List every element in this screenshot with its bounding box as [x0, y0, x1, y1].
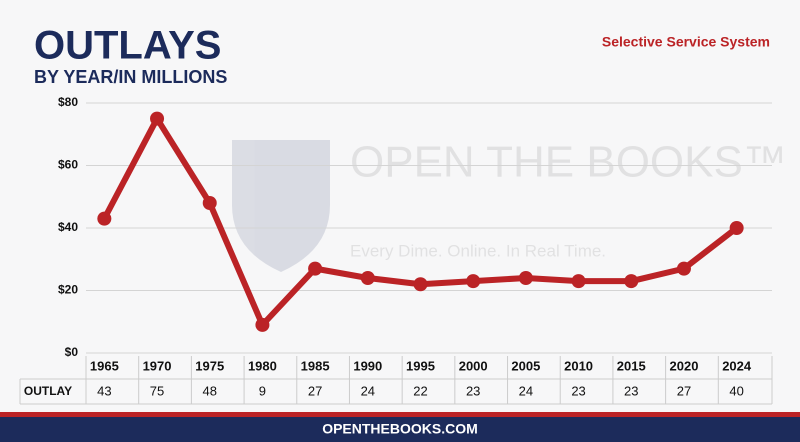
point: [571, 274, 586, 289]
agency-label: Selective Service System: [602, 34, 770, 50]
footer-stripe: [0, 412, 800, 417]
chart-subtitle: BY YEAR/IN MILLIONS: [34, 67, 227, 87]
x-tick-label: 2015: [617, 358, 646, 373]
table-value: 40: [729, 383, 743, 398]
x-tick-label: 2024: [722, 358, 752, 373]
table-value: 23: [624, 383, 638, 398]
table-value: 23: [466, 383, 480, 398]
y-tick-label: $0: [65, 345, 79, 359]
table-value: 22: [413, 383, 427, 398]
point: [624, 274, 639, 289]
watermark-tagline: Every Dime. Online. In Real Time.: [350, 241, 606, 260]
point: [202, 196, 217, 210]
y-tick-label: $20: [58, 283, 78, 297]
table-value: 27: [677, 383, 691, 398]
footer-bar: [0, 417, 800, 442]
y-tick-label: $60: [58, 158, 78, 172]
point: [255, 317, 270, 332]
x-tick-label: 1985: [301, 358, 330, 373]
point: [518, 271, 533, 285]
point: [466, 274, 481, 289]
point: [150, 111, 165, 126]
watermark-name: OPEN THE BOOKS™: [350, 138, 787, 187]
point: [308, 261, 323, 276]
point: [413, 277, 428, 292]
chart-title: OUTLAYS: [34, 24, 221, 68]
table-value: 24: [519, 383, 533, 398]
x-tick-label: 2020: [670, 358, 699, 373]
table-value: 43: [97, 383, 111, 398]
x-tick-label: 1970: [143, 358, 172, 373]
x-tick-label: 1975: [195, 358, 224, 373]
x-tick-label: 1995: [406, 358, 435, 373]
table-value: 48: [202, 383, 216, 398]
point: [360, 271, 375, 285]
x-tick-label: 2005: [511, 358, 540, 373]
y-tick-label: $40: [58, 220, 78, 234]
watermark: OPEN THE BOOKS™ Every Dime. Online. In R…: [232, 138, 787, 272]
x-tick-label: 2010: [564, 358, 593, 373]
table-value: 75: [150, 383, 164, 398]
x-tick-label: 1980: [248, 358, 277, 373]
x-tick-label: 2000: [459, 358, 488, 373]
table-value: 9: [259, 383, 266, 398]
table-row-label: OUTLAY: [24, 384, 72, 398]
y-tick-label: $80: [58, 95, 78, 109]
table-value: 24: [361, 383, 375, 398]
footer-text: OPENTHEBOOKS.COM: [322, 421, 478, 437]
x-tick-label: 1965: [90, 358, 119, 373]
point: [729, 221, 744, 235]
point: [676, 261, 691, 276]
x-tick-label: 1990: [353, 358, 382, 373]
watermark-shield: [232, 140, 330, 272]
point: [97, 211, 112, 226]
table-value: 27: [308, 383, 322, 398]
table-value: 23: [571, 383, 585, 398]
